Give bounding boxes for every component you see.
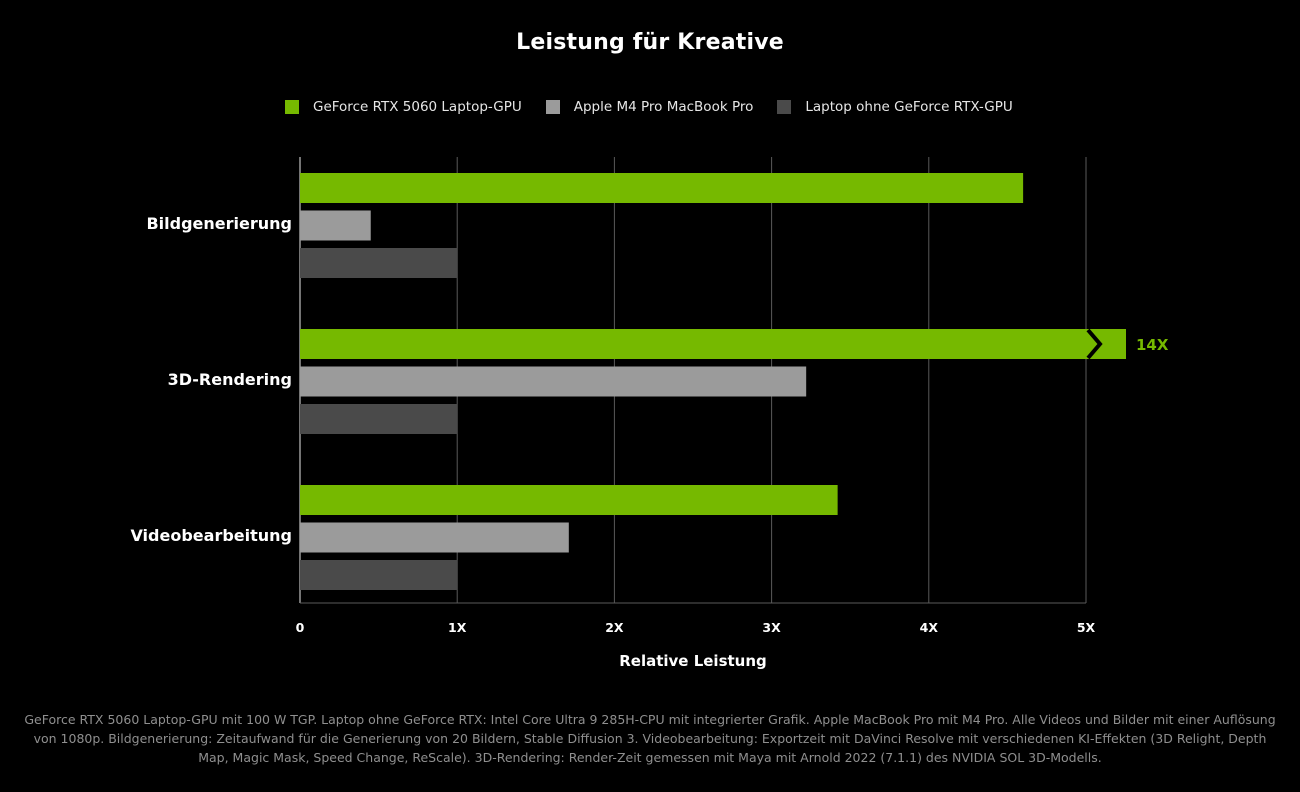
legend-item-no-rtx: Laptop ohne GeForce RTX-GPU (777, 99, 1013, 115)
footnote: GeForce RTX 5060 Laptop-GPU mit 100 W TG… (24, 712, 1276, 765)
bar (300, 560, 458, 590)
bar (300, 329, 1126, 359)
bar-break-chevron (1086, 328, 1103, 360)
bar (300, 173, 1024, 203)
chart-title: Leistung für Kreative (516, 30, 784, 55)
bar (300, 485, 838, 515)
x-axis-label: Relative Leistung (619, 652, 767, 670)
bar (300, 522, 569, 553)
bar (300, 210, 371, 241)
legend: GeForce RTX 5060 Laptop-GPU Apple M4 Pro… (285, 99, 1037, 115)
x-tick-label: 2X (605, 620, 624, 635)
legend-item-m4pro: Apple M4 Pro MacBook Pro (545, 99, 754, 115)
category-label: Videobearbeitung (130, 526, 292, 545)
bar (300, 248, 458, 278)
x-tick-label: 4X (920, 620, 939, 635)
legend-label-m4pro: Apple M4 Pro MacBook Pro (573, 99, 754, 115)
bar (300, 404, 458, 434)
x-tick-label: 3X (762, 620, 781, 635)
legend-swatch-rtx5060 (285, 100, 299, 114)
bar (300, 366, 807, 397)
x-tick-label: 0 (296, 620, 305, 635)
x-tick-label: 5X (1077, 620, 1096, 635)
legend-label-no-rtx: Laptop ohne GeForce RTX-GPU (805, 99, 1013, 115)
category-label: 3D-Rendering (168, 370, 292, 389)
legend-swatch-no-rtx (777, 100, 792, 114)
legend-item-rtx5060: GeForce RTX 5060 Laptop-GPU (285, 99, 522, 115)
data-label: 14X (1136, 336, 1169, 354)
x-tick-label: 1X (448, 620, 467, 635)
legend-label-rtx5060: GeForce RTX 5060 Laptop-GPU (313, 99, 522, 115)
bar-chart: 0 1X 2X 3X 4X 5X Relative Leistung Bildgenerier… (130, 157, 1169, 670)
legend-swatch-m4pro (545, 100, 560, 114)
category-label: Bildgenerierung (146, 214, 292, 233)
